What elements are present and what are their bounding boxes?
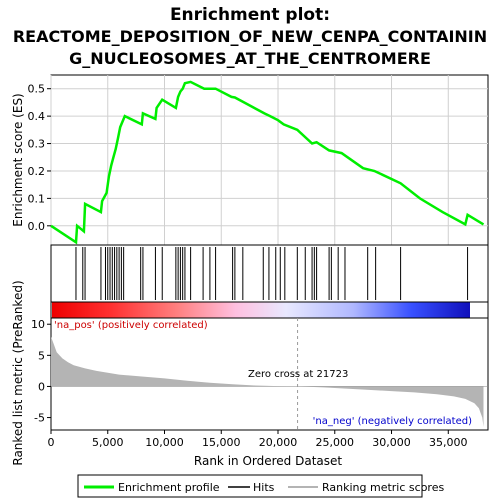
ranking-y-tick-label: 5 — [38, 349, 45, 362]
ranking-y-ticks: 10 5 0 -5 — [31, 318, 51, 425]
hits-marks — [75, 247, 469, 300]
x-axis-ticks: 0 5,000 10,000 15,000 20,000 25,000 30,000 35,0… — [48, 430, 468, 449]
x-tick-label: 35,000 — [429, 436, 468, 449]
ranking-metric-area — [51, 336, 484, 427]
ranking-y-tick-label: -5 — [34, 412, 45, 425]
es-panel-frame — [50, 74, 489, 246]
es-y-axis-label: Enrichment score (ES) — [11, 93, 25, 226]
legend: Enrichment profile Hits Ranking metric s… — [77, 474, 444, 498]
es-y-tick-label: 0.0 — [28, 220, 46, 233]
x-tick-label: 25,000 — [316, 436, 355, 449]
ranking-y-tick-label: 10 — [31, 318, 45, 331]
ranking-y-axis-label: Ranked list metric (PreRanked) — [11, 280, 25, 465]
x-tick-label: 10,000 — [145, 436, 184, 449]
ranking-panel-frame — [50, 317, 489, 431]
ranking-y-tick-label: 0 — [38, 380, 45, 393]
chart-title-line1: Enrichment plot: — [170, 5, 330, 25]
legend-ranking-label: Ranking metric scores — [322, 481, 444, 494]
es-y-tick-label: 0.5 — [28, 83, 46, 96]
x-tick-label: 5,000 — [92, 436, 124, 449]
chart-title-line3: G_NUCLEOSOMES_AT_THE_CENTROMERE — [69, 49, 431, 68]
legend-enrichment-label: Enrichment profile — [118, 481, 220, 494]
enrichment-profile-line — [50, 80, 485, 245]
es-y-tick-label: 0.4 — [28, 110, 46, 123]
x-tick-label: 15,000 — [202, 436, 241, 449]
neg-correlated-label: 'na_neg' (negatively correlated) — [313, 416, 472, 427]
es-y-tick-label: 0.2 — [28, 165, 46, 178]
ranking-heat-bar — [52, 302, 470, 318]
x-axis-label: Rank in Ordered Dataset — [194, 454, 342, 468]
es-y-tick-label: 0.1 — [28, 192, 46, 205]
legend-frame — [77, 474, 423, 498]
es-y-tick-label: 0.3 — [28, 138, 46, 151]
x-tick-label: 30,000 — [372, 436, 411, 449]
x-tick-label: 20,000 — [259, 436, 298, 449]
es-y-ticks: 0.0 0.1 0.2 0.3 0.4 0.5 — [28, 83, 51, 233]
x-tick-label: 0 — [48, 436, 55, 449]
zero-cross-label: Zero cross at 21723 — [248, 369, 348, 380]
legend-hits-label: Hits — [253, 481, 275, 494]
pos-correlated-label: 'na_pos' (positively correlated) — [54, 320, 208, 331]
chart-title-line2: REACTOME_DEPOSITION_OF_NEW_CENPA_CONTAIN… — [13, 27, 487, 46]
